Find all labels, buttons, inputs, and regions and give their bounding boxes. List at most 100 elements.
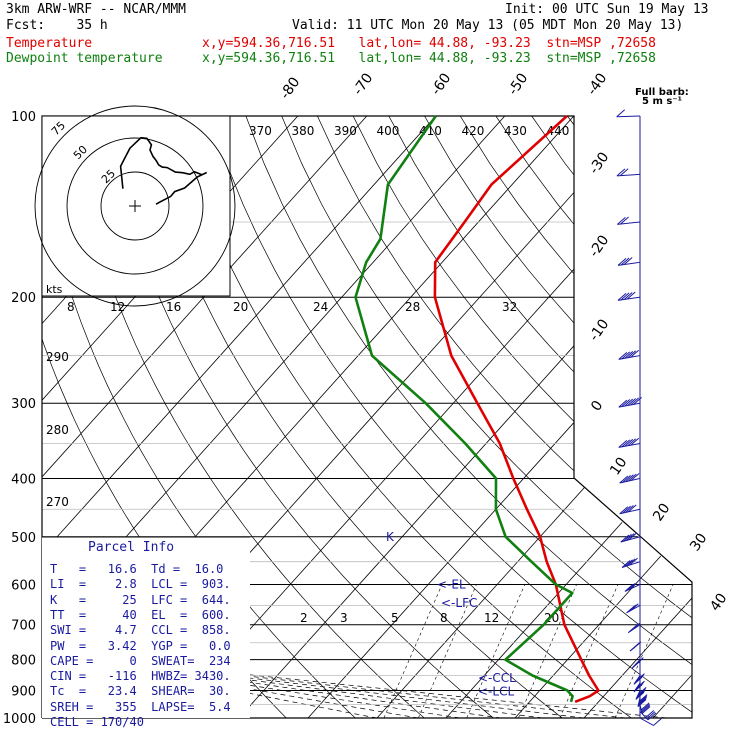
pressure-tick-label: 200 bbox=[11, 291, 36, 306]
wind-barb-feather bbox=[626, 558, 636, 567]
speed-scale-label: 20 bbox=[233, 300, 248, 314]
wind-barb-feather bbox=[619, 168, 629, 177]
isotherm-label: -30 bbox=[586, 149, 612, 177]
wind-barb-feather bbox=[638, 694, 648, 702]
wind-barb-feather bbox=[640, 702, 650, 711]
dry-adiabat-line bbox=[281, 116, 692, 718]
parcel-info-line: SWI = 4.7 CCL = 858. bbox=[50, 623, 231, 638]
wind-barb-feather bbox=[627, 350, 637, 359]
wind-barb-feather bbox=[620, 257, 630, 266]
wind-barb-feather bbox=[653, 718, 662, 726]
dry-adiabat-line bbox=[388, 116, 692, 718]
wind-barb-feather bbox=[631, 623, 640, 631]
mixing-ratio-line bbox=[383, 584, 443, 718]
wind-barb-feather bbox=[627, 504, 637, 513]
theta-label: 370 bbox=[249, 124, 272, 138]
wind-barb-feather bbox=[633, 397, 642, 405]
height-label: 280 bbox=[46, 423, 69, 437]
wind-barb-feather bbox=[630, 397, 639, 406]
isotherm-line bbox=[514, 116, 692, 718]
theta-label: 440 bbox=[547, 124, 570, 138]
wind-barb-feather bbox=[630, 473, 640, 481]
wind-barb-feather bbox=[632, 641, 642, 650]
hodograph-trace bbox=[119, 136, 208, 205]
isotherm-label: -80 bbox=[277, 74, 303, 102]
valid-time: Valid: 11 UTC Mon 20 May 13 (05 MDT Mon … bbox=[292, 18, 684, 33]
dewpoint-station-info: x,y=594.36,716.51 lat,lon= 44.88, -93.23… bbox=[202, 51, 656, 66]
parcel-info-line: SREH = 355 LAPSE= 5.4 bbox=[50, 699, 231, 714]
isotherm-label: -10 bbox=[586, 316, 612, 344]
wind-barb-feather bbox=[617, 258, 627, 266]
wind-barb-feather bbox=[636, 680, 645, 689]
sounding-traces: <-EL <-LFC <-CCL<-LCL K bbox=[42, 115, 600, 718]
wind-barb-feather bbox=[622, 474, 631, 483]
wind-barb-feather bbox=[636, 689, 646, 698]
forecast-hour: Fcst: 35 h bbox=[6, 18, 108, 33]
parcel-info-line: K = 25 LFC = 644. bbox=[50, 592, 231, 607]
barb-key-units: 5 m s⁻¹ bbox=[642, 96, 682, 107]
isotherm-line bbox=[445, 116, 692, 718]
mixing-ratio-line bbox=[559, 584, 619, 718]
speed-scale-label: 32 bbox=[502, 300, 517, 314]
wind-barb-feather bbox=[621, 560, 631, 568]
pressure-tick-label: 400 bbox=[11, 472, 36, 487]
isotherm-line bbox=[307, 116, 692, 718]
wind-barb-feather bbox=[627, 473, 637, 482]
isotherm-label: 20 bbox=[650, 501, 673, 525]
wind-barb-feather bbox=[637, 687, 647, 695]
lcl-marker: <-LCL bbox=[478, 684, 514, 698]
temperature-legend-label: Temperature bbox=[6, 36, 93, 51]
wind-barb-feather bbox=[621, 439, 631, 448]
mixing-ratio-line bbox=[418, 584, 477, 718]
mixing-ratio-label: 8 bbox=[440, 611, 448, 625]
dry-adiabat-line bbox=[638, 116, 692, 718]
wind-barb-feather bbox=[617, 292, 627, 301]
dry-adiabat-line bbox=[602, 116, 692, 718]
wind-barb-feather bbox=[636, 690, 645, 699]
speed-scale-label: 12 bbox=[110, 300, 125, 314]
ccl-marker: <-CCL bbox=[478, 671, 516, 685]
wind-barb-feather bbox=[624, 559, 633, 568]
wind-barb-feather bbox=[625, 505, 634, 513]
wind-barb-feather bbox=[621, 399, 631, 407]
theta-label: 380 bbox=[292, 124, 315, 138]
wind-barb-feather bbox=[623, 533, 632, 542]
speed-scale-label: 24 bbox=[313, 300, 328, 314]
mixing-ratio-label: 5 bbox=[391, 611, 399, 625]
wind-barb-feather bbox=[616, 168, 626, 177]
pressure-tick-label: 800 bbox=[11, 654, 36, 669]
isotherm-label: -20 bbox=[586, 232, 612, 260]
k-marker: K bbox=[386, 530, 395, 544]
dry-adiabat-line bbox=[495, 116, 692, 718]
wind-barb-feather bbox=[616, 109, 626, 118]
wind-barb-feather bbox=[624, 350, 634, 359]
theta-label: 430 bbox=[504, 124, 527, 138]
dewpoint-legend-label: Dewpoint temperature bbox=[6, 51, 163, 66]
parcel-info-title: Parcel Info bbox=[88, 540, 175, 555]
pressure-tick-label: 600 bbox=[11, 578, 36, 593]
parcel-panel-bg bbox=[42, 537, 250, 718]
wind-barb-feather bbox=[627, 438, 637, 447]
isotherm-label: -50 bbox=[505, 70, 531, 98]
moist-adiabat-line bbox=[42, 296, 667, 718]
wind-barb-feather bbox=[623, 292, 633, 300]
wind-barb-feather bbox=[628, 532, 638, 541]
init-time: Init: 00 UTC Sun 19 May 13 bbox=[505, 2, 709, 17]
dry-adiabat-line bbox=[710, 116, 740, 718]
height-label: 270 bbox=[46, 495, 69, 509]
mixing-ratio-line bbox=[518, 584, 577, 718]
mixing-ratio-label: 12 bbox=[484, 611, 499, 625]
wind-barb-feather bbox=[638, 696, 647, 705]
wind-barb-feather bbox=[625, 474, 634, 483]
mixing-ratio-line bbox=[466, 584, 526, 718]
wind-barb-feather bbox=[638, 695, 648, 704]
wind-barb-feather bbox=[627, 398, 637, 406]
hodograph-ring bbox=[66, 137, 204, 275]
lfc-marker: <-LFC bbox=[441, 596, 477, 610]
theta-label: 390 bbox=[334, 124, 357, 138]
wind-barb-feather bbox=[618, 439, 628, 448]
mixing-ratio-label: 2 bbox=[300, 611, 308, 625]
wind-barb-feather bbox=[624, 398, 634, 407]
